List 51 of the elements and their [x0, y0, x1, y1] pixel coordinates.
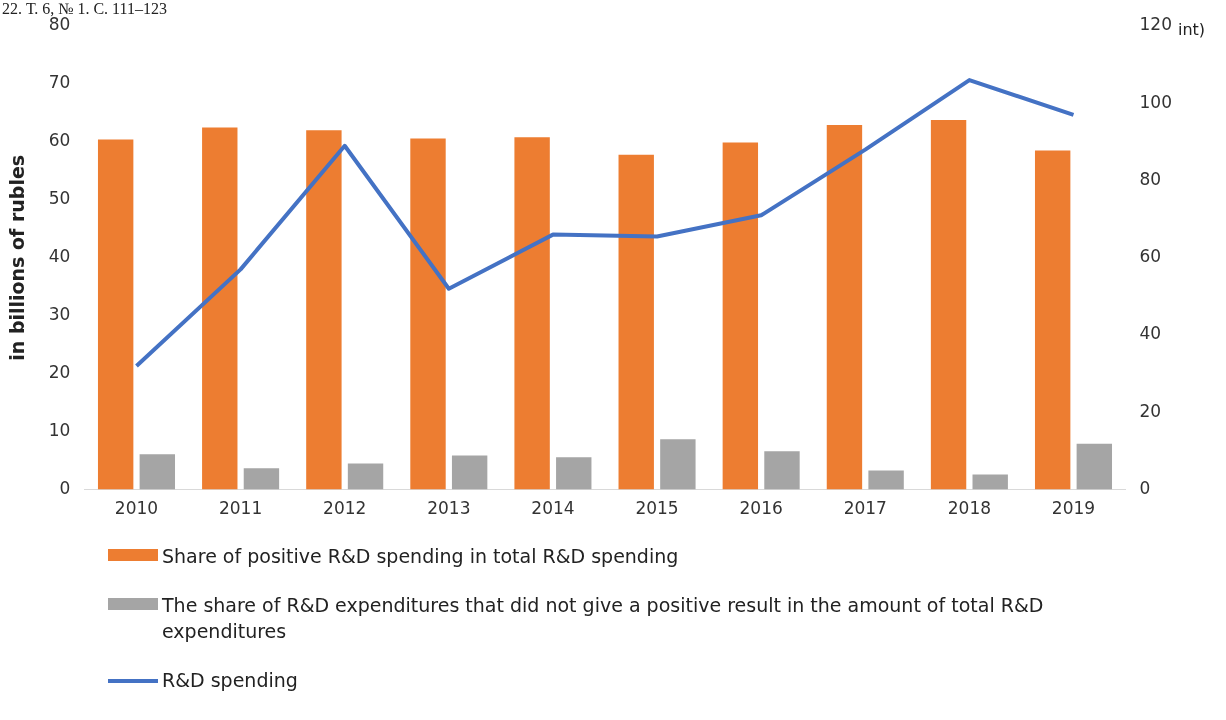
x-tick-label: 2012: [323, 498, 367, 519]
bar: [556, 457, 592, 490]
bar: [97, 139, 134, 490]
bar: [618, 154, 654, 490]
bar: [826, 125, 863, 490]
bar: [451, 455, 488, 490]
bar: [764, 451, 800, 490]
y-tick-label: 0: [59, 478, 71, 499]
bar: [139, 454, 176, 490]
x-tick-label: 2015: [635, 498, 679, 519]
x-tick-label: 2016: [739, 498, 783, 519]
bar: [1034, 150, 1071, 490]
y2-tick-label: 20: [1139, 400, 1162, 421]
text: 22. Т. 6, № 1. С. 111–123: [2, 0, 167, 18]
bar: [347, 463, 384, 490]
x-tick-label: 2019: [1051, 498, 1096, 519]
y2-tick-label: 60: [1139, 246, 1162, 267]
bar: [514, 137, 550, 490]
y2-tick-label: 100: [1139, 91, 1173, 112]
y-tick-label: 70: [48, 72, 71, 93]
y-tick-label: 20: [48, 362, 71, 383]
y2-tick-label: 80: [1139, 168, 1162, 189]
bar: [202, 127, 238, 490]
x-tick-label: 2011: [218, 498, 263, 519]
y-tick-label: 40: [48, 246, 71, 267]
bar: [306, 130, 342, 490]
legend-label: The share of R&D expenditures that did not give a positive result in the amount of total R&D expenditures: [162, 592, 1045, 645]
bar: [243, 468, 280, 490]
legend-label: R&D spending: [162, 667, 298, 693]
bar: [1076, 443, 1113, 490]
bar: [868, 470, 904, 490]
y-tick-label: 10: [48, 420, 71, 441]
bar: [660, 439, 696, 490]
y2-tick-label: 120: [1139, 14, 1173, 35]
bar: [722, 142, 759, 490]
x-tick-label: 2017: [843, 498, 887, 519]
y-tick-label: 50: [48, 188, 71, 209]
y2-tick-label: 0: [1139, 478, 1151, 499]
y2-axis-title: int): [1178, 20, 1206, 39]
y-tick-label: 60: [48, 130, 71, 151]
y2-tick-label: 40: [1139, 323, 1162, 344]
bar: [410, 138, 446, 490]
legend-label: Share of positive R&D spending in total R&D spending: [162, 544, 679, 569]
x-tick-label: 2018: [947, 498, 992, 519]
bar: [972, 474, 1008, 490]
x-tick-label: 2010: [114, 498, 159, 519]
bar: [930, 119, 967, 490]
x-tick-label: 2013: [427, 498, 471, 519]
y-axis-title: in billions of rubles: [6, 154, 29, 361]
y-tick-label: 30: [48, 304, 71, 325]
x-tick-label: 2014: [531, 498, 575, 519]
